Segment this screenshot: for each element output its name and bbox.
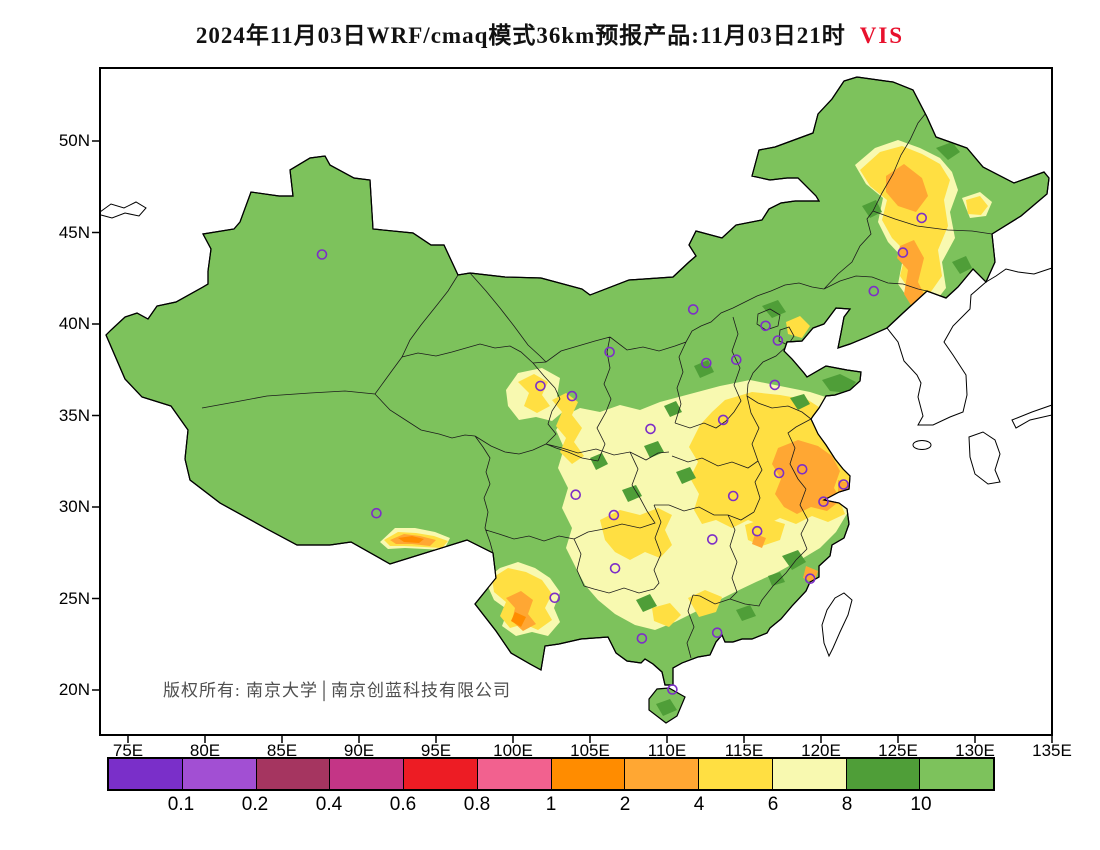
lon-label-120E: 120E: [801, 741, 841, 760]
city-marker: [804, 573, 816, 585]
kyushu-island: [968, 431, 1001, 485]
colorbar-label-4: 4: [693, 794, 705, 815]
city-marker: [760, 320, 771, 332]
colorbar-cell-4: [330, 759, 404, 789]
city-marker: [566, 390, 578, 402]
lon-label-75E: 75E: [112, 741, 144, 760]
city-marker: [700, 357, 712, 369]
city-marker: [604, 346, 615, 358]
lon-label-105E: 105E: [570, 741, 610, 760]
jeju-island: [912, 440, 932, 450]
city-marker: [371, 507, 382, 519]
colorbar-cell-8: [625, 759, 699, 789]
lon-label-125E: 125E: [878, 741, 918, 760]
hainan-contour-patch: [656, 699, 677, 716]
city-marker: [773, 467, 785, 479]
colorbar-label-8: 8: [841, 794, 853, 815]
figure-title: 2024年11月03日WRF/cmaq模式36km预报产品:11月03日21时 V…: [0, 16, 1100, 50]
lat-label-30N: 30N: [58, 497, 90, 516]
city-marker: [711, 627, 723, 639]
colorbar-cell-10: [772, 759, 847, 789]
city-marker: [769, 379, 781, 391]
city-marker: [609, 562, 621, 574]
lat-label-35N: 35N: [58, 405, 90, 425]
colorbar-label-0.1: 0.1: [167, 794, 195, 815]
lon-label-130E: 130E: [955, 741, 995, 760]
city-marker: [636, 633, 648, 644]
colorbar-cell-5: [404, 759, 478, 789]
colorbar-label-0.4: 0.4: [315, 794, 343, 815]
colorbar-label-2: 2: [619, 794, 631, 815]
lake-balkhash: [99, 201, 147, 219]
china-outline: [105, 76, 1050, 686]
colorbar: [107, 757, 995, 791]
colorbar-cell-9: [699, 759, 773, 789]
korea-coastline: [886, 281, 987, 426]
colorbar-label-6: 6: [767, 794, 779, 815]
city-marker: [772, 335, 784, 346]
city-marker: [868, 285, 880, 297]
russia-coastline: [985, 267, 1053, 283]
foreign-coastlines: [99, 201, 1053, 485]
colorbar-label-10: 10: [910, 794, 932, 815]
axis-ticks: [92, 140, 1053, 743]
colorbar-cell-1: [109, 759, 183, 789]
city-marker: [706, 534, 718, 545]
colorbar-label-1: 1: [545, 794, 557, 815]
plot-frame: [99, 67, 1053, 736]
city-markers: [316, 212, 928, 695]
city-marker: [897, 247, 909, 258]
city-marker: [687, 304, 699, 315]
city-marker: [916, 212, 928, 224]
copyright-text: 版权所有: 南京大学│南京创蓝科技有限公司: [163, 681, 512, 700]
city-marker: [751, 525, 763, 537]
city-marker: [316, 249, 328, 260]
colorbar-cell-6: [477, 759, 552, 789]
lat-label-50N: 50N: [58, 131, 90, 150]
title-variable: VIS: [859, 23, 905, 48]
city-marker: [549, 592, 561, 604]
lat-label-40N: 40N: [58, 314, 90, 333]
city-marker: [717, 414, 729, 426]
contour-band-4-6km: [384, 146, 988, 630]
title-text: 2024年11月03日WRF/cmaq模式36km预报产品:11月03日21时: [195, 23, 846, 48]
taiwan-island: [821, 592, 853, 658]
city-marker: [818, 496, 829, 508]
colorbar-label-0.2: 0.2: [241, 794, 269, 815]
lon-label-110E: 110E: [647, 741, 687, 760]
lon-label-90E: 90E: [343, 741, 375, 760]
city-marker: [796, 463, 808, 475]
city-marker: [645, 423, 656, 435]
lat-label-25N: 25N: [58, 588, 90, 608]
colorbar-label-0.8: 0.8: [463, 794, 491, 815]
lon-label-100E: 100E: [493, 741, 533, 760]
colorbar-cell-2: [182, 759, 257, 789]
lon-label-95E: 95E: [420, 741, 452, 760]
lat-label-20N: 20N: [58, 680, 90, 699]
colorbar-cell-12: [920, 759, 993, 789]
lon-label-115E: 115E: [724, 741, 764, 760]
colorbar-cell-3: [256, 759, 331, 789]
lat-label-45N: 45N: [58, 222, 90, 242]
lon-label-135E: 135E: [1032, 741, 1072, 760]
colorbar-label-0.6: 0.6: [389, 794, 417, 815]
colorbar-cell-7: [551, 759, 626, 789]
city-marker: [667, 684, 678, 695]
city-marker: [727, 490, 739, 502]
lon-label-85E: 85E: [266, 741, 298, 760]
province-boundaries: [201, 112, 993, 659]
city-marker: [838, 479, 849, 490]
colorbar-cell-11: [846, 759, 921, 789]
contour-band-1-2km: [398, 536, 526, 627]
city-marker: [730, 354, 742, 366]
city-marker: [570, 489, 582, 501]
city-marker: [535, 380, 546, 392]
contour-band-8-10km: [590, 142, 972, 621]
lon-label-80E: 80E: [189, 741, 221, 760]
city-marker: [608, 509, 620, 521]
vis-filled-contours: [380, 140, 992, 636]
